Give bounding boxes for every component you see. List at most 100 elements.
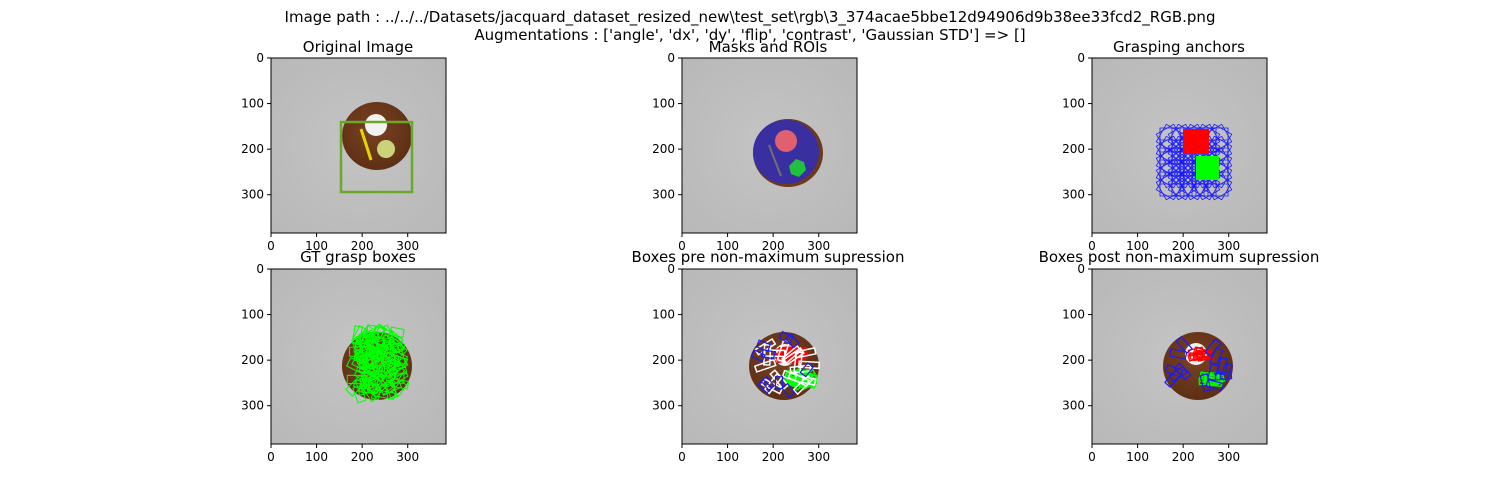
gt-grasp-box [362,364,375,374]
post-nms-blue-box [1173,362,1192,381]
pre-nms-white-box [792,374,814,396]
anchor-green [1196,156,1219,180]
pre-nms-blue-box [750,349,766,363]
gt-grasp-box [372,325,394,343]
panel-title-boxes-post-nms: Boxes post non-maximum supression [1038,248,1320,266]
pre-nms-white-box [780,344,803,365]
y-tick-label: 0 [256,51,264,65]
y-tick-label: 0 [256,262,264,276]
post-nms-blue-box [1214,371,1233,381]
pre-nms-boxes [750,330,820,399]
y-tick-label: 300 [1062,399,1085,413]
x-tick-label: 300 [1217,239,1240,253]
post-nms-blue-box [1219,362,1234,382]
gt-grasp-box [388,338,404,354]
x-tick-label: 0 [267,450,275,464]
gt-grasp-box [362,330,380,345]
panel-title-grasping-anchors: Grasping anchors [1113,38,1245,56]
pre-nms-white-box [794,347,817,359]
pre-nms-blue-box [774,376,784,390]
x-tick-label: 100 [1126,239,1149,253]
post-nms-red-box [1187,350,1204,362]
panel-title-masks-rois: Masks and ROIs [708,38,828,56]
gt-grasp-box [358,378,370,394]
post-nms-green-box [1201,374,1217,383]
gt-grasp-box [374,350,396,368]
gt-grasp-box [389,349,409,365]
y-tick-label: 0 [1077,51,1085,65]
y-tick-label: 200 [652,142,675,156]
x-tick-label: 300 [1217,450,1240,464]
gt-grasp-box [369,323,387,343]
x-tick-label: 100 [716,450,739,464]
x-tick-label: 200 [1172,239,1195,253]
gt-grasp-box [355,344,376,363]
post-nms-blue-box [1204,338,1222,357]
y-tick-label: 300 [241,399,264,413]
gt-grasp-box [384,382,398,400]
figure-suptitle-path: Image path : ../../../Datasets/jacquard_… [284,8,1216,26]
y-tick-label: 100 [1062,97,1085,111]
gt-grasp-box [358,333,370,345]
x-tick-label: 200 [762,239,785,253]
x-tick-label: 100 [716,239,739,253]
post-nms-blue-box [1168,365,1188,383]
mask-red [775,130,797,152]
pre-nms-blue-box [781,382,796,399]
y-tick-label: 300 [652,188,675,202]
x-tick-label: 0 [267,239,275,253]
post-nms-blue-box [1208,347,1224,367]
pre-nms-blue-box [757,378,773,394]
y-tick-label: 200 [241,142,264,156]
y-tick-label: 100 [652,308,675,322]
post-nms-blue-box [1168,348,1188,360]
y-tick-label: 0 [667,262,675,276]
gt-grasp-box [348,346,364,357]
x-tick-label: 100 [305,239,328,253]
gt-grasp-box [362,379,381,395]
gt-grasp-box [351,329,373,349]
panel-title-gt-grasp-boxes: GT grasp boxes [300,248,416,266]
gt-boxes [345,323,410,404]
pre-nms-white-box [798,360,820,370]
panel-grasping-anchors [1091,57,1268,234]
y-tick-label: 200 [652,353,675,367]
y-tick-label: 100 [652,97,675,111]
figure-suptitle-augmentations: Augmentations : ['angle', 'dx', 'dy', 'f… [474,26,1026,44]
x-tick-label: 300 [807,450,830,464]
pre-nms-white-box [782,347,805,366]
panel-boxes-pre-nms [681,268,858,445]
gt-grasp-box [373,389,396,400]
panel-title-original-image: Original Image [302,38,414,56]
gt-grasp-box [390,333,405,353]
pre-nms-white-box [753,358,777,373]
panel-gt-grasp-boxes [270,268,447,445]
panel-original-image [270,57,447,234]
panel-masks-rois [681,57,858,234]
pre-nms-blue-box [761,349,776,360]
mask-green [789,159,806,177]
y-tick-label: 300 [652,399,675,413]
gt-grasp-box [361,352,374,368]
y-tick-label: 100 [241,308,264,322]
y-tick-label: 300 [1062,188,1085,202]
post-nms-green-box [1203,375,1220,386]
gt-grasp-box [388,370,409,387]
gt-grasp-box [354,349,364,365]
y-tick-label: 0 [1077,262,1085,276]
pre-nms-blue-box [784,333,800,349]
pre-nms-blue-box [760,375,776,392]
gt-grasp-box [359,362,380,383]
y-tick-label: 200 [1062,142,1085,156]
y-tick-label: 200 [1062,353,1085,367]
gt-grasp-box [381,351,402,366]
x-tick-label: 200 [762,450,785,464]
x-tick-label: 0 [678,239,686,253]
axis-ticks: 0010010020020030030000100100200200300300… [241,51,1240,464]
x-tick-label: 0 [1088,450,1096,464]
y-tick-label: 300 [241,188,264,202]
x-tick-label: 0 [678,450,686,464]
panel-boxes-post-nms [1091,268,1268,445]
gt-grasp-box [361,383,377,403]
